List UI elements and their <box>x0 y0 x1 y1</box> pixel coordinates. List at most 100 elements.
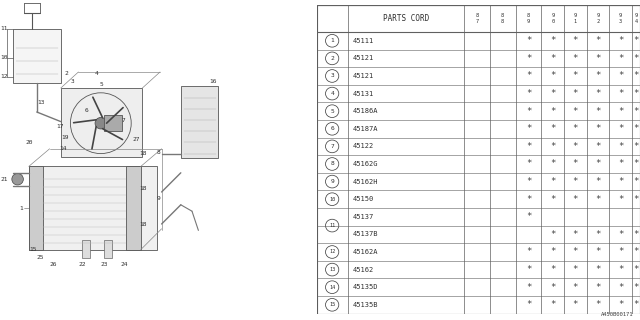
Text: PARTS CORD: PARTS CORD <box>383 14 429 23</box>
Text: 4: 4 <box>330 91 334 96</box>
Text: *: * <box>633 230 639 239</box>
Bar <box>13 29 61 83</box>
Text: *: * <box>550 177 556 186</box>
Bar <box>29 166 157 250</box>
Text: *: * <box>633 195 639 204</box>
Text: *: * <box>573 300 578 309</box>
Text: 1: 1 <box>19 205 23 211</box>
Text: 6: 6 <box>330 126 334 131</box>
Text: *: * <box>618 159 623 169</box>
Text: *: * <box>633 107 639 116</box>
Bar <box>104 240 112 258</box>
Text: *: * <box>595 265 601 274</box>
Text: A450B00171: A450B00171 <box>601 312 634 317</box>
Text: 45135D: 45135D <box>353 284 378 290</box>
Text: *: * <box>573 177 578 186</box>
Text: 45111: 45111 <box>353 38 374 44</box>
Text: *: * <box>633 177 639 186</box>
Text: 45122: 45122 <box>353 143 374 149</box>
Text: *: * <box>550 265 556 274</box>
Text: *: * <box>595 177 601 186</box>
Text: 13: 13 <box>37 100 44 105</box>
Text: 8
7: 8 7 <box>476 13 478 24</box>
Text: *: * <box>618 247 623 257</box>
Text: *: * <box>595 71 601 80</box>
Text: 21: 21 <box>0 177 8 182</box>
Text: 45137: 45137 <box>353 214 374 220</box>
Text: *: * <box>618 195 623 204</box>
Text: *: * <box>550 230 556 239</box>
Text: *: * <box>595 36 601 45</box>
Text: 11: 11 <box>0 26 8 31</box>
Text: 4: 4 <box>95 71 98 76</box>
Text: 45131: 45131 <box>353 91 374 97</box>
Bar <box>82 240 90 258</box>
Text: *: * <box>573 230 578 239</box>
Text: 7: 7 <box>122 117 125 123</box>
Text: 15: 15 <box>29 247 36 252</box>
Text: *: * <box>633 36 639 45</box>
Text: *: * <box>618 36 623 45</box>
Text: 6: 6 <box>85 108 88 113</box>
Text: 11: 11 <box>329 223 335 228</box>
Text: 9
4: 9 4 <box>634 13 637 24</box>
Circle shape <box>95 117 106 129</box>
Text: *: * <box>618 230 623 239</box>
Text: *: * <box>618 54 623 63</box>
Text: 10: 10 <box>329 197 335 202</box>
Bar <box>29 166 44 250</box>
Text: 25: 25 <box>37 255 44 260</box>
Text: *: * <box>550 71 556 80</box>
Text: *: * <box>633 71 639 80</box>
Text: 3: 3 <box>70 79 74 84</box>
Text: 15: 15 <box>329 302 335 307</box>
Text: *: * <box>526 195 531 204</box>
Text: *: * <box>573 247 578 257</box>
Text: 12: 12 <box>329 250 335 254</box>
Text: 9
1: 9 1 <box>574 13 577 24</box>
Text: *: * <box>633 300 639 309</box>
Text: 8: 8 <box>330 162 334 166</box>
Text: *: * <box>550 36 556 45</box>
Text: *: * <box>550 159 556 169</box>
Text: 45135B: 45135B <box>353 302 378 308</box>
Text: 20: 20 <box>26 140 33 145</box>
Text: 8
9: 8 9 <box>527 13 530 24</box>
Text: *: * <box>573 124 578 133</box>
Text: *: * <box>595 159 601 169</box>
Text: 45121: 45121 <box>353 55 374 61</box>
Text: *: * <box>526 300 531 309</box>
Text: *: * <box>573 54 578 63</box>
Bar <box>104 115 122 131</box>
Text: 5: 5 <box>99 82 103 87</box>
Text: *: * <box>633 124 639 133</box>
Text: 45162: 45162 <box>353 267 374 273</box>
Text: *: * <box>633 54 639 63</box>
Text: 2: 2 <box>64 71 68 76</box>
Text: *: * <box>573 195 578 204</box>
Text: *: * <box>573 89 578 98</box>
Text: *: * <box>595 283 601 292</box>
Text: 24: 24 <box>120 261 127 267</box>
Text: 12: 12 <box>0 74 8 79</box>
Text: 9
0: 9 0 <box>551 13 554 24</box>
Text: *: * <box>573 36 578 45</box>
Text: 9: 9 <box>157 196 161 201</box>
Text: 19: 19 <box>61 135 68 140</box>
Text: *: * <box>618 265 623 274</box>
Text: *: * <box>595 89 601 98</box>
Text: *: * <box>573 159 578 169</box>
Text: *: * <box>526 54 531 63</box>
Text: 1: 1 <box>330 38 334 43</box>
Bar <box>61 88 142 157</box>
Text: *: * <box>550 124 556 133</box>
Text: *: * <box>633 265 639 274</box>
Text: *: * <box>550 107 556 116</box>
Text: *: * <box>573 265 578 274</box>
Text: 9
3: 9 3 <box>619 13 622 24</box>
Text: 45187A: 45187A <box>353 126 378 132</box>
Text: *: * <box>526 212 531 221</box>
Text: *: * <box>618 71 623 80</box>
Text: *: * <box>595 300 601 309</box>
Text: *: * <box>573 283 578 292</box>
